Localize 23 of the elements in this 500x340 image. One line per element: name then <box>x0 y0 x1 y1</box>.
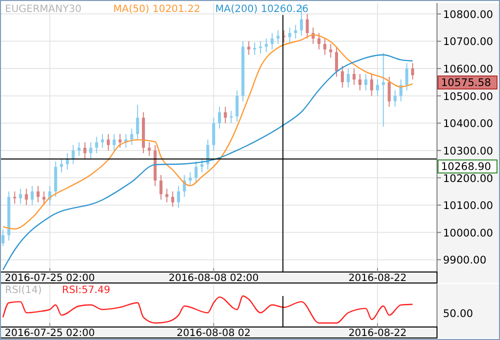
y-tick-label: 10400.00 <box>443 118 494 130</box>
y-tick-label: 10100.00 <box>443 200 494 212</box>
text: 10575.58 <box>441 77 492 89</box>
x-tick-label: 2016-08-22 <box>348 328 407 339</box>
x-tick-label: 2016-08-08 02 <box>176 328 251 339</box>
x-tick-label: 2016-07-25 02:00 <box>4 273 95 284</box>
y-tick-label: 10800.00 <box>443 8 494 21</box>
y-tick-label: 10600.00 <box>443 64 494 76</box>
y-tick-label: 9900.00 <box>443 254 486 267</box>
text: 50.00 <box>443 308 474 320</box>
text: MA(50) 10201.22 <box>113 4 200 15</box>
chart-title: EUGERMANY30 <box>5 4 82 15</box>
y-tick-label: 10700.00 <box>443 36 494 48</box>
y-tick-label: 10300.00 <box>443 145 494 158</box>
y-tick-label: 10500.00 <box>443 90 494 103</box>
y-tick-label: 10000.00 <box>443 227 494 240</box>
x-tick-label: 2016-07-25 02:00 <box>4 328 95 339</box>
y-tick-label: 10200.00 <box>443 172 494 185</box>
chart-title: RSI(14) <box>5 285 42 296</box>
x-tick-label: 2016-08-22 <box>348 273 407 284</box>
x-tick-label: 2016-08-08 02:00 <box>168 273 259 284</box>
ref-line-label: 10268.90 <box>441 160 492 173</box>
series-label: RSI:57.49 <box>62 285 110 296</box>
